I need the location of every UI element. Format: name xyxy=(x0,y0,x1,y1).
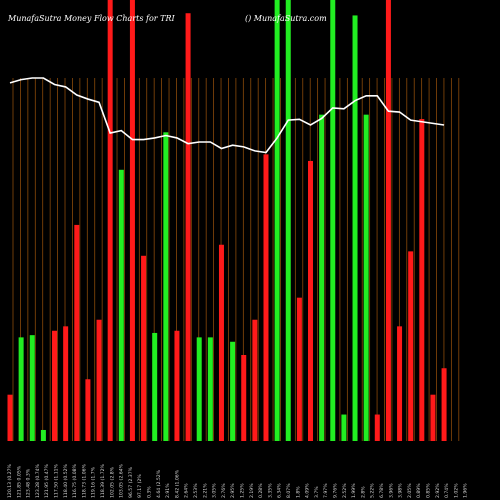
x-tick-label: 3.35% xyxy=(267,483,273,498)
x-tick-label: 2.64% xyxy=(184,483,190,498)
x-tick-label: 3.96% xyxy=(388,483,394,498)
bar-down xyxy=(408,251,414,441)
x-tick-label: 102.05 (2.8% xyxy=(109,466,115,498)
x-tick-label: 4.09% xyxy=(305,483,311,498)
bar-down xyxy=(74,224,80,441)
site-credit: () MunafaSutra.com xyxy=(245,14,327,23)
x-tick-label: 1.96% xyxy=(463,483,469,498)
bar-up xyxy=(207,337,213,441)
bar-up xyxy=(152,332,158,441)
bar-down xyxy=(174,330,180,441)
money-flow-bars xyxy=(7,0,447,442)
bar-down xyxy=(141,255,147,441)
bar-down xyxy=(96,319,102,441)
bar-up xyxy=(29,335,35,441)
bar-down xyxy=(63,326,69,441)
bar-down xyxy=(218,244,224,441)
bar-down xyxy=(107,0,113,441)
x-tick-label: 0.3% xyxy=(147,486,153,498)
x-tick-label: 118.39 (1.72% xyxy=(100,463,106,498)
x-tick-label: 4.64 (2.52% xyxy=(156,469,162,498)
bar-up xyxy=(196,337,202,441)
x-tick-label: 96.57 (2.37% xyxy=(128,466,134,498)
x-tick-label: 5.22% xyxy=(370,483,376,498)
bar-down xyxy=(385,0,391,441)
bar-up xyxy=(363,114,369,441)
x-tick-label: 117.50 (1.11% xyxy=(54,463,60,498)
bar-up xyxy=(352,15,358,441)
x-tick-label: 0.74% xyxy=(444,483,450,498)
x-tick-label: 2.91% xyxy=(165,483,171,498)
x-tick-label: 118.40 (0.52% xyxy=(63,463,69,498)
bar-down xyxy=(374,414,380,441)
bar-up xyxy=(163,132,169,442)
x-tick-label: 1.8% xyxy=(295,486,301,498)
x-tick-label: 121.95 (0.47% xyxy=(44,463,50,498)
x-tick-label: 2.19% xyxy=(249,483,255,498)
bar-up xyxy=(40,429,46,441)
bar-down xyxy=(263,154,269,441)
bar-up xyxy=(341,414,347,441)
x-tick-label: 0.28% xyxy=(258,483,264,498)
x-tick-label: 97.17 (2% xyxy=(137,474,143,498)
x-tick-label: 0.89% xyxy=(416,483,422,498)
x-tick-label: 121.85 0.05% xyxy=(16,465,22,498)
chart-title: MunafaSutra Money Flow Charts for TRI xyxy=(7,14,175,23)
price-line-layer xyxy=(9,77,445,154)
x-tick-label: 2.95% xyxy=(230,483,236,498)
x-tick-label: 2.76% xyxy=(221,483,227,498)
bar-down xyxy=(296,297,302,441)
x-tick-label: 3.98% xyxy=(398,483,404,498)
x-tick-labels: 120.13 (0.27% 121.85 0.05% 123.48 0.3% 123.… xyxy=(7,463,469,498)
x-tick-label: 2.05% xyxy=(407,483,413,498)
x-tick-label: 6.34% xyxy=(277,483,283,498)
bar-down xyxy=(241,355,247,441)
x-tick-label: 3.7% xyxy=(314,486,320,498)
x-tick-label: 2.92% xyxy=(435,483,441,498)
x-tick-label: 7.97% xyxy=(323,483,329,498)
x-tick-label: 120.13 (0.27% xyxy=(7,463,13,498)
price-line xyxy=(9,77,445,154)
x-tick-label: 103.05 (2.64% xyxy=(119,463,125,498)
bar-down xyxy=(252,319,258,441)
bar-down xyxy=(419,119,425,441)
bar-up xyxy=(230,341,236,441)
bar-up xyxy=(285,0,291,441)
x-tick-label: 119.16 (1.7% xyxy=(91,466,97,498)
bar-down xyxy=(85,379,91,441)
bar-down xyxy=(308,160,314,441)
x-tick-label: 0.85% xyxy=(426,483,432,498)
bar-down xyxy=(441,368,447,441)
x-tick-label: 6.78% xyxy=(379,483,385,498)
bar-up xyxy=(18,337,24,441)
bar-down xyxy=(185,13,191,441)
bar-up xyxy=(274,0,280,441)
x-tick-label: 1.99% xyxy=(351,483,357,498)
x-tick-label: 8.42 (1.06% xyxy=(174,469,180,498)
bar-up xyxy=(118,169,124,442)
x-tick-label: 8.07% xyxy=(286,483,292,498)
x-tick-label: 1.25% xyxy=(240,483,246,498)
bar-up xyxy=(319,114,325,441)
x-tick-label: 2.53% xyxy=(193,483,199,498)
bar-down xyxy=(397,326,403,441)
x-tick-label: 9.76% xyxy=(333,483,339,498)
bar-down xyxy=(430,394,436,441)
x-tick-label: 2.21% xyxy=(202,483,208,498)
x-tick-label: 2.8% xyxy=(360,486,366,498)
x-tick-label: 123.28 (0.74% xyxy=(35,463,41,498)
x-tick-label: 116.75 (0.08% xyxy=(72,463,78,498)
x-tick-label: 1.02% xyxy=(453,483,459,498)
x-tick-label: 123.48 0.3% xyxy=(26,468,32,498)
bar-down xyxy=(52,330,58,441)
grid-lines xyxy=(12,78,460,441)
bar-down xyxy=(7,394,13,441)
x-tick-label: 3.05% xyxy=(212,483,218,498)
x-tick-label: 118.73 (1.06% xyxy=(81,463,87,498)
bar-down xyxy=(129,0,135,441)
bar-up xyxy=(330,0,336,441)
x-tick-label: 2.52% xyxy=(342,483,348,498)
